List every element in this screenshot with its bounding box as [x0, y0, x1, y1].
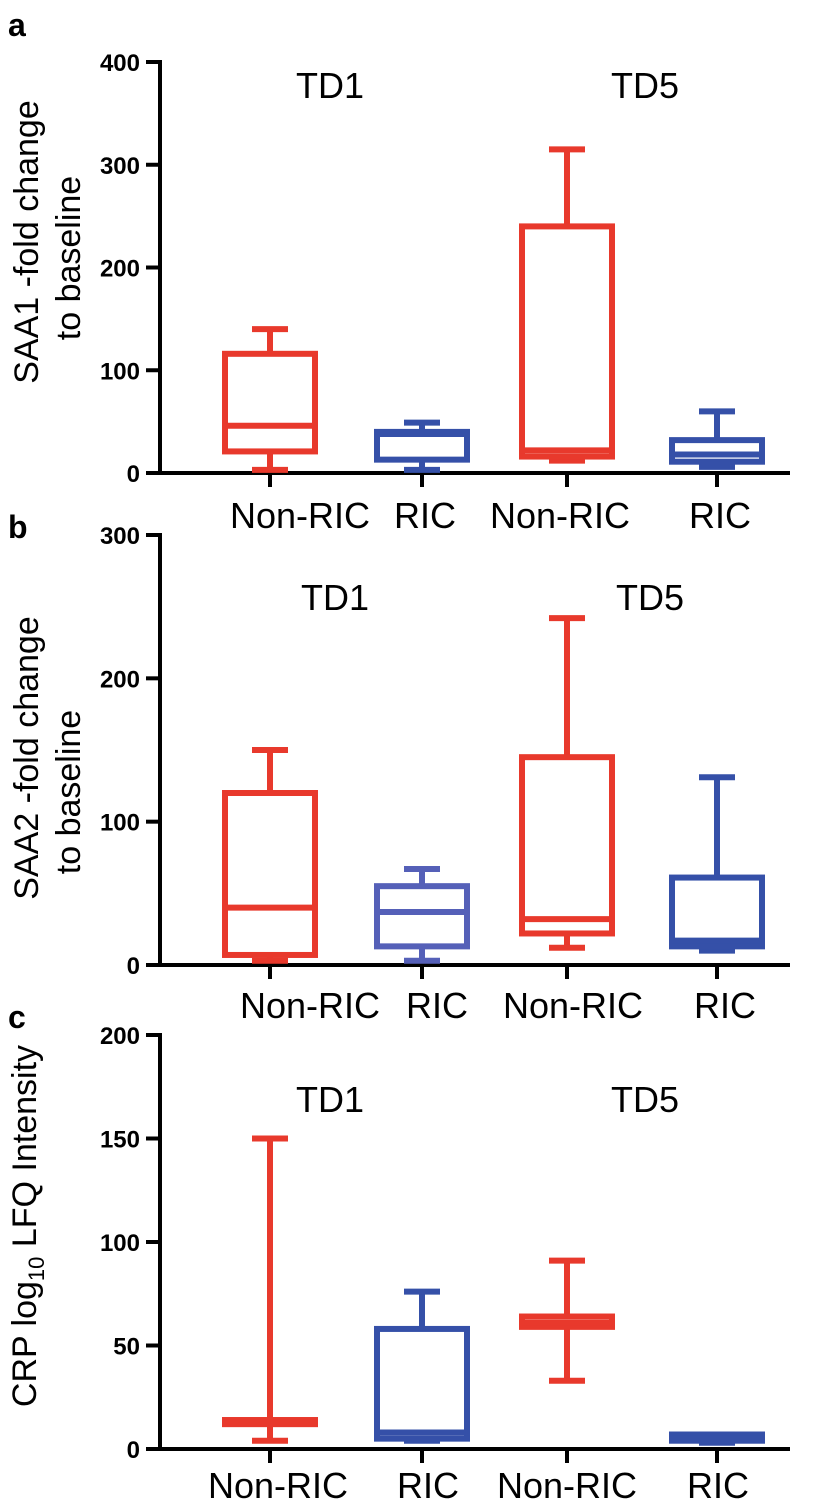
category-label: RIC [689, 495, 751, 536]
y-tick-label: 200 [100, 256, 140, 283]
group-label: TD1 [296, 1079, 364, 1120]
y-tick-label: 100 [100, 358, 140, 385]
group-label: TD1 [296, 65, 364, 106]
box-3 [519, 1257, 615, 1384]
box-4 [669, 1431, 765, 1446]
box-1 [222, 747, 318, 964]
category-label: RIC [687, 1465, 749, 1499]
group-label: TD5 [611, 1079, 679, 1120]
panel-letter-c: c [8, 999, 26, 1035]
group-label: TD5 [611, 65, 679, 106]
box-2 [374, 1288, 470, 1444]
category-label: RIC [397, 1465, 459, 1499]
panel-letter-b: b [8, 509, 28, 545]
box-1 [222, 1135, 318, 1444]
iqr-box [519, 754, 615, 937]
y-tick-label: 300 [100, 153, 140, 180]
category-label: Non-RIC [240, 985, 380, 1026]
y-tick-label: 150 [100, 1127, 140, 1154]
y-tick-label: 200 [100, 1023, 140, 1050]
y-axis-label-c-prefix: CRP log [6, 1281, 44, 1407]
y-tick-label: 300 [100, 523, 140, 550]
y-axis-label-a-line2: to baseline [50, 176, 88, 340]
iqr-box [222, 350, 318, 455]
y-axis-label-c-suffix: LFQ Intensity [6, 1045, 44, 1257]
panel-b: 0 100 200 300 Non-RIC RIC Non-RIC RIC TD1 TD5 [100, 523, 790, 1026]
box-4 [669, 774, 765, 954]
category-label: RIC [694, 985, 756, 1026]
y-tick-label: 0 [127, 1437, 140, 1464]
iqr-box [374, 883, 470, 950]
y-tick-label: 50 [113, 1334, 140, 1361]
y-axis-label-c: CRP log10 LFQ Intensity [6, 1045, 49, 1407]
y-axis-label-c-sub: 10 [24, 1257, 49, 1281]
category-label: Non-RIC [490, 495, 630, 536]
category-label: RIC [394, 495, 456, 536]
y-axis-label-b-line2: to baseline [50, 710, 88, 874]
category-label: Non-RIC [503, 985, 643, 1026]
box-1 [222, 326, 318, 473]
category-label: Non-RIC [208, 1465, 348, 1499]
box-3 [519, 615, 615, 951]
y-axis-label-a-line1: SAA1 -fold change [8, 100, 46, 384]
iqr-box [374, 1325, 470, 1442]
box-2 [374, 865, 470, 964]
y-tick-label: 200 [100, 666, 140, 693]
box-4 [669, 408, 765, 470]
iqr-box [669, 874, 765, 950]
category-label: Non-RIC [230, 495, 370, 536]
y-axis-label-b-line1: SAA2 -fold change [8, 616, 46, 900]
iqr-box [222, 790, 318, 958]
iqr-box [669, 437, 765, 465]
box-2 [374, 419, 470, 473]
panel-a: 0 100 200 300 400 Non-RIC RIC Non-RIC RIC TD1 TD5 [100, 50, 790, 536]
category-label: RIC [406, 985, 468, 1026]
box-3 [519, 146, 615, 464]
category-label: Non-RIC [497, 1465, 637, 1499]
iqr-box [519, 223, 615, 460]
panel-letter-a: a [8, 7, 26, 43]
group-label: TD1 [301, 577, 369, 618]
y-tick-label: 0 [127, 953, 140, 980]
y-tick-label: 400 [100, 50, 140, 77]
y-tick-label: 100 [100, 1230, 140, 1257]
y-tick-label: 100 [100, 810, 140, 837]
panel-c: 0 50 100 150 200 Non-RIC RIC Non-RIC RIC TD1 TD5 [100, 1023, 790, 1499]
y-tick-label: 0 [127, 461, 140, 488]
group-label: TD5 [616, 577, 684, 618]
